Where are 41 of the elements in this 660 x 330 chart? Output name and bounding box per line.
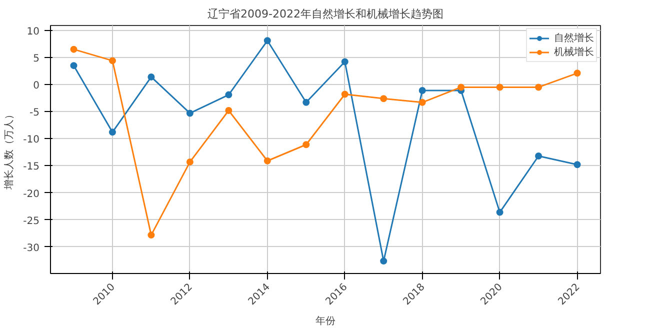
- y-tick-label: -5: [30, 108, 40, 119]
- point: [302, 141, 310, 148]
- y-tick-label: 10: [26, 26, 40, 38]
- point: [70, 62, 78, 70]
- point: [535, 84, 542, 91]
- point: [264, 157, 271, 164]
- point: [108, 128, 116, 136]
- point: [341, 90, 348, 98]
- chart-title: 辽宁省2009-2022年自然增长和机械增长趋势图: [208, 8, 444, 20]
- point: [574, 161, 581, 168]
- legend-label: 机械增长: [554, 46, 594, 59]
- point: [380, 258, 388, 265]
- point: [574, 70, 581, 77]
- point: [70, 46, 78, 53]
- point: [535, 152, 542, 160]
- y-tick-label: -15: [23, 162, 40, 173]
- point: [148, 232, 155, 239]
- point: [302, 98, 310, 106]
- y-axis-title: 增长人数（万人）: [3, 110, 16, 190]
- x-axis-title: 年份: [316, 315, 336, 328]
- point: [225, 107, 232, 114]
- point: [380, 95, 388, 102]
- point: [418, 98, 426, 106]
- y-tick-label: -20: [23, 188, 40, 200]
- y-tick-label: 5: [33, 53, 40, 64]
- point: [186, 158, 194, 166]
- point: [225, 91, 232, 98]
- point: [496, 84, 504, 91]
- point: [264, 37, 271, 44]
- point: [186, 110, 194, 117]
- y-tick-label: -10: [23, 134, 40, 146]
- y-tick-label: -30: [23, 242, 40, 254]
- point: [458, 84, 465, 91]
- point: [341, 58, 348, 66]
- point: [418, 86, 426, 94]
- point: [108, 57, 116, 64]
- point: [148, 73, 155, 80]
- point: [496, 208, 504, 216]
- y-tick-label: -25: [23, 216, 40, 227]
- legend-label: 自然增长: [554, 32, 594, 45]
- y-tick-label: 0: [33, 80, 40, 92]
